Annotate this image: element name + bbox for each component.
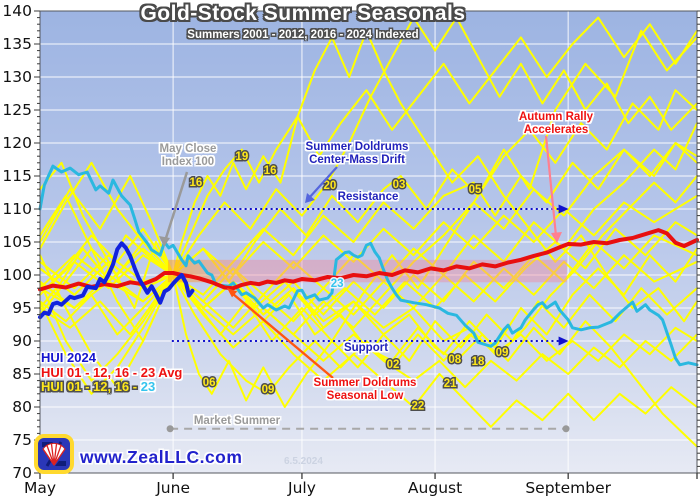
autumn-rally-arrow — [544, 135, 558, 237]
seasonal-low-arrowhead — [227, 288, 238, 298]
series-HUI-2020 — [39, 16, 698, 316]
year-label-05: 05 — [469, 184, 482, 196]
year-label-19: 19 — [235, 151, 248, 163]
series-HUI-2011 — [39, 142, 698, 395]
zeal-logo — [34, 434, 74, 474]
series-HUI-2001 — [39, 29, 698, 342]
x-tick-label-august: August — [408, 479, 462, 497]
autumn-rally-arrowhead — [551, 232, 562, 243]
x-tick-label-june: June — [155, 479, 190, 497]
y-tick-label: 95 — [12, 299, 32, 317]
center-mass-arrowhead — [305, 193, 315, 203]
year-label-20: 20 — [323, 180, 336, 192]
annotation-line: Index 100 — [161, 156, 215, 168]
y-tick-label: 80 — [12, 398, 32, 416]
y-tick-label: 110 — [2, 200, 32, 218]
year-label-02: 02 — [387, 359, 400, 371]
year-label-06: 06 — [203, 377, 216, 389]
series-HUI-2019 — [39, 16, 698, 296]
refline-end-dot — [166, 425, 174, 433]
annotation-line: Center-Mass Drift — [309, 154, 405, 166]
year-label-03: 03 — [393, 179, 406, 191]
annotation-line: Autumn Rally — [518, 111, 594, 123]
refline-arrowhead — [558, 336, 569, 346]
refline-arrowhead — [558, 204, 569, 214]
year-label-23: 23 — [331, 278, 344, 290]
date-stamp: 6.5.2024 — [284, 456, 323, 467]
zealllc-link[interactable]: www.ZealLLC.com — [80, 447, 243, 467]
y-tick-label: 105 — [2, 233, 32, 251]
year-label-08: 08 — [448, 354, 461, 366]
year-labels: 16 19 16 20 03 05 06 09 02 22 21 08 18 09 23 — [188, 150, 510, 414]
year-label-21: 21 — [444, 378, 457, 390]
legend-hui-years: HUI 01 - 12, 16 - 23 — [41, 379, 182, 395]
y-tick-label: 85 — [12, 365, 32, 383]
series-HUI-01-12-16-23-Avg — [38, 228, 699, 292]
may-close-arrowhead — [159, 236, 170, 247]
annotation-seasonal-low: Summer Doldrums Seasonal Low — [314, 377, 417, 403]
annotation-resistance: Resistance — [337, 191, 399, 203]
x-tick-label-september: September — [525, 479, 611, 497]
year-label-18: 18 — [472, 356, 485, 368]
highlight-series — [38, 164, 699, 367]
y-tick-label: 140 — [2, 2, 32, 20]
x-tick-label-may: May — [24, 479, 56, 497]
legend-hui-years-2023: 23 — [140, 379, 156, 394]
year-label-22: 22 — [411, 401, 424, 413]
annotation-may-close: May Close Index 100 — [160, 143, 217, 169]
annotation-market-summer: Market Summer — [193, 415, 281, 427]
annotation-arrows — [159, 135, 562, 379]
refline-end-dot — [562, 425, 570, 433]
center-mass-arrow — [308, 166, 338, 199]
series-HUI-2022 — [39, 274, 698, 428]
y-tick-label: 130 — [2, 68, 32, 86]
y-tick-label: 115 — [2, 167, 32, 185]
y-tick-label: 75 — [12, 431, 32, 449]
series-HUI-2012 — [39, 221, 698, 316]
annotation-line: Accelerates — [523, 124, 589, 136]
logo-stripe — [55, 461, 66, 466]
annotation-autumn-rally: Autumn Rally Accelerates — [519, 111, 593, 137]
x-tick-label-july: July — [287, 479, 316, 497]
seasonal-low-arrow — [232, 293, 334, 379]
legend: HUI 2024 HUI 01 - 12, 16 - 23 Avg HUI 01… — [41, 350, 183, 395]
reference-lines — [166, 204, 570, 433]
logo-shell — [42, 442, 66, 466]
center-mass-band — [167, 259, 567, 283]
series-HUI-2023 — [38, 164, 699, 367]
annotation-support: Support — [343, 342, 389, 354]
y-tick-label: 135 — [2, 35, 32, 53]
y-tick-label: 70 — [12, 464, 32, 482]
band-center-mass-drift-zone — [167, 259, 567, 283]
annotation-center-mass-drift: Summer Doldrums Center-Mass Drift — [306, 141, 409, 167]
legend-hui-2024: HUI 2024 — [41, 350, 96, 365]
yellow-year-series — [39, 16, 698, 448]
y-tick-label: 90 — [12, 332, 32, 350]
chart-title: Gold-Stock Summer Seasonals — [140, 2, 466, 25]
legend-hui-average: HUI 01 - 12, 16 - 23 Avg — [41, 364, 183, 380]
year-label-09: 09 — [262, 384, 275, 396]
annotation-line: May Close — [159, 143, 217, 155]
series-HUI-2024 — [38, 241, 195, 320]
may-close-arrow — [164, 171, 189, 239]
annotation-line: Seasonal Low — [326, 390, 404, 402]
y-tick-label: 125 — [2, 101, 32, 119]
gridlines — [40, 11, 697, 473]
year-label-09: 09 — [496, 347, 509, 359]
chart-subtitle: Summers 2001 - 2012, 2016 - 2024 Indexed — [187, 29, 419, 41]
series-HUI-2016 — [39, 29, 698, 323]
annotation-line: Summer Doldrums — [313, 377, 417, 389]
year-label-16: 16 — [189, 177, 202, 189]
annotation-line: Summer Doldrums — [305, 141, 409, 153]
year-label-16: 16 — [264, 165, 277, 177]
series-HUI-2021 — [39, 254, 698, 389]
y-tick-label: 100 — [2, 266, 32, 284]
y-tick-label: 120 — [2, 134, 32, 152]
legend-hui-years-main: HUI 01 - 12, 16 - — [41, 379, 141, 394]
